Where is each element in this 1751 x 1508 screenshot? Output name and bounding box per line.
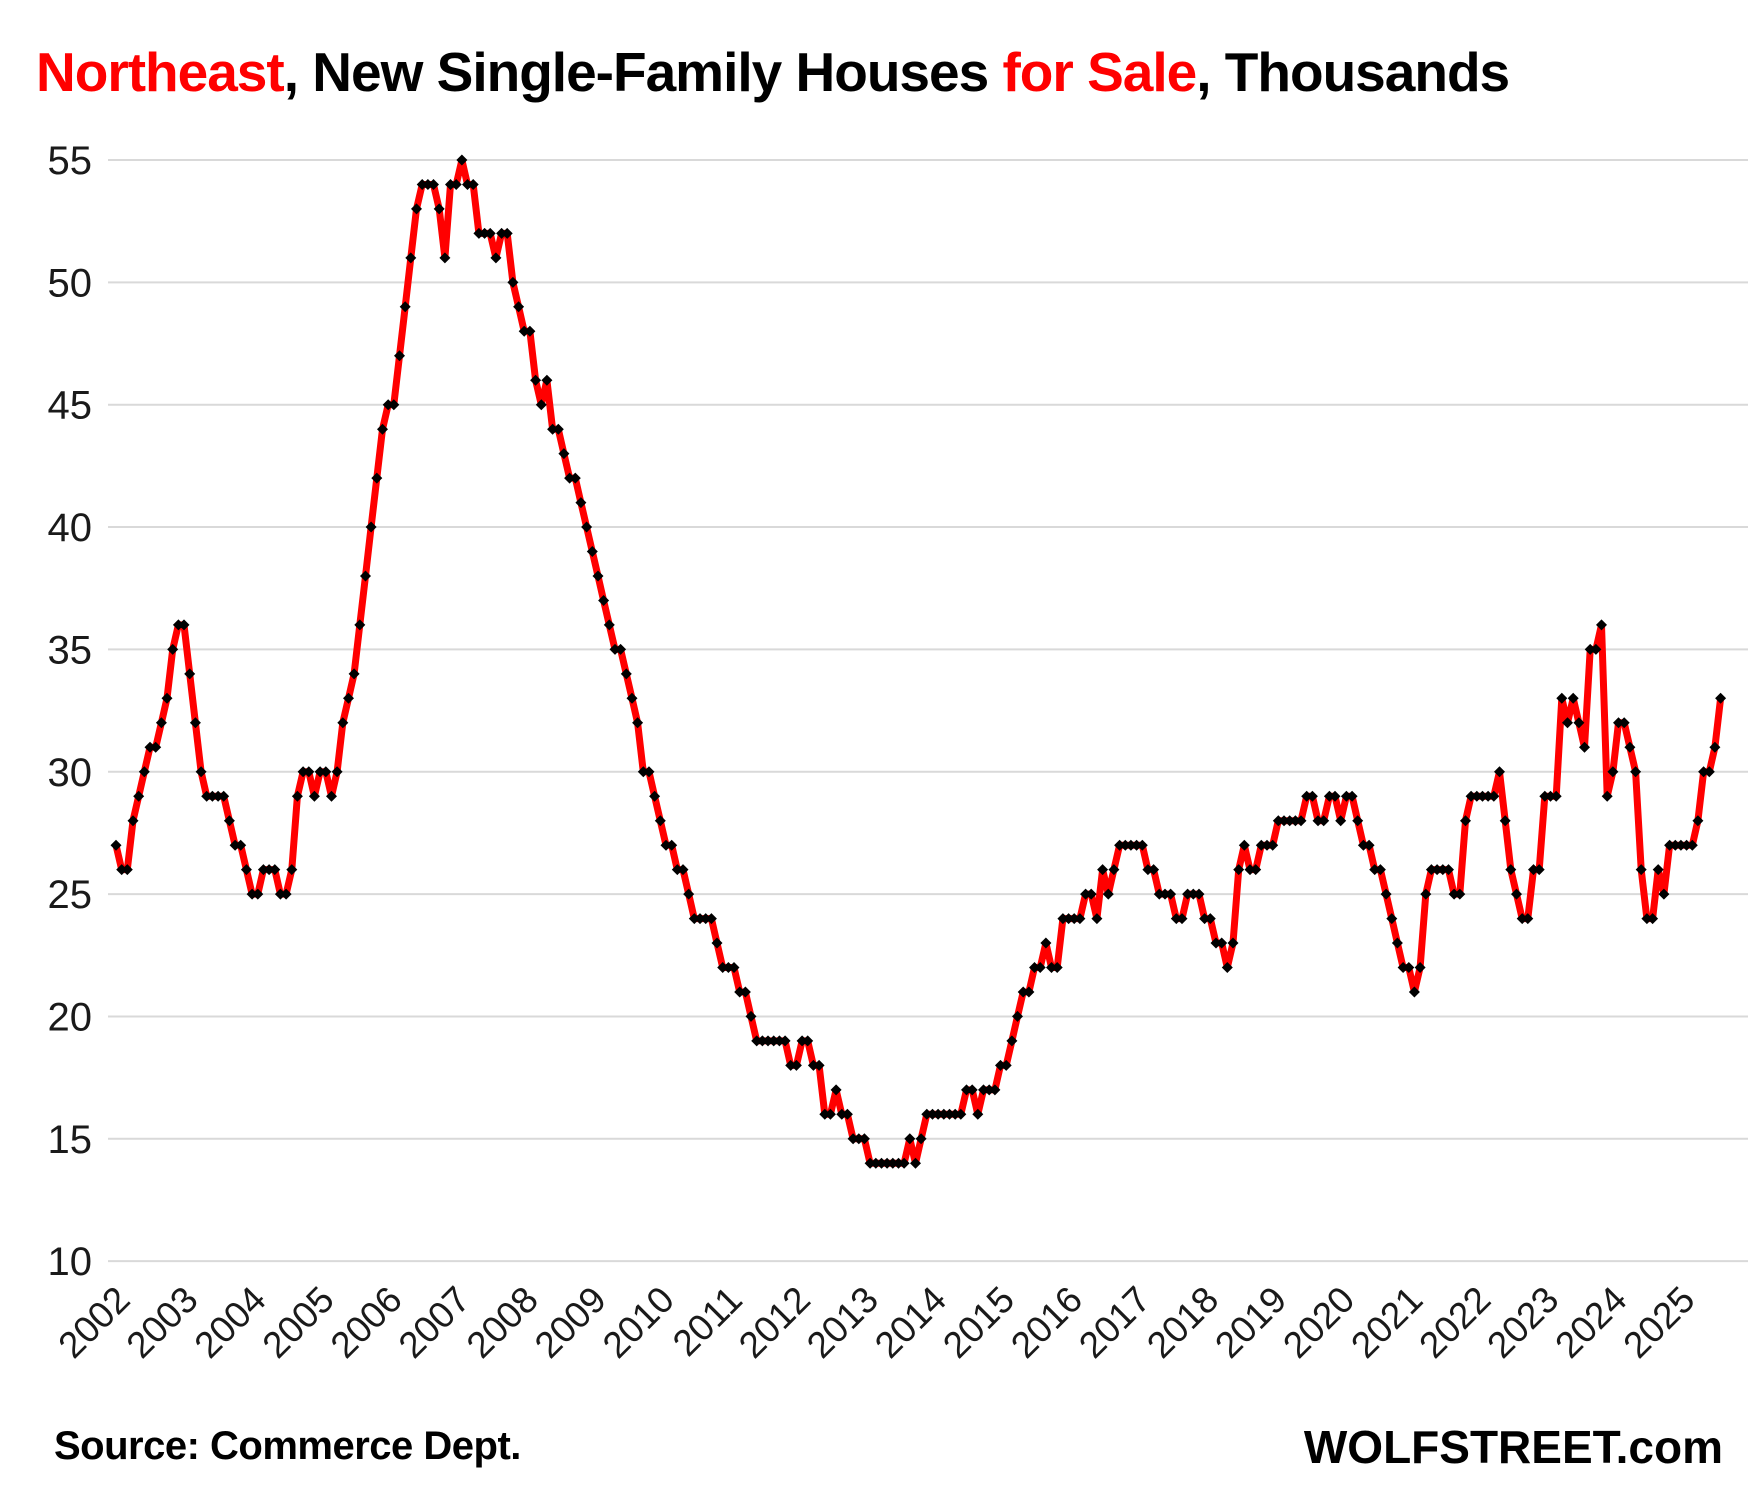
watermark: WOLFSTREET.com	[1303, 1421, 1723, 1473]
ytick-label-10: 10	[48, 1240, 93, 1284]
xtick-label-2007: 2007	[391, 1279, 478, 1366]
ytick-label-30: 30	[48, 751, 93, 795]
xtick-label-2013: 2013	[799, 1279, 886, 1366]
xtick-label-2003: 2003	[119, 1279, 206, 1366]
y-axis-labels: 10 15 20 25 30 35 40 45 50 55	[48, 139, 93, 1284]
ytick-label-15: 15	[48, 1118, 93, 1162]
xtick-label-2012: 2012	[731, 1279, 818, 1366]
ytick-label-25: 25	[48, 873, 93, 917]
x-axis-labels: 2002200320042005200620072008200920102011…	[50, 1279, 1702, 1366]
xtick-label-2005: 2005	[255, 1279, 342, 1366]
ytick-label-55: 55	[48, 139, 93, 183]
xtick-label-2025: 2025	[1615, 1279, 1702, 1366]
xtick-label-2020: 2020	[1275, 1279, 1362, 1366]
xtick-label-2008: 2008	[459, 1279, 546, 1366]
title-segment-3: , Thousands	[1196, 41, 1510, 103]
xtick-label-2022: 2022	[1411, 1279, 1498, 1366]
series-line	[112, 156, 1725, 1167]
xtick-label-2016: 2016	[1003, 1279, 1090, 1366]
title-segment-0: Northeast	[36, 41, 285, 103]
xtick-label-2009: 2009	[527, 1279, 614, 1366]
xtick-label-2015: 2015	[935, 1279, 1022, 1366]
ytick-label-20: 20	[48, 995, 93, 1039]
xtick-label-2024: 2024	[1547, 1279, 1634, 1366]
ytick-label-45: 45	[48, 384, 93, 428]
xtick-label-2011: 2011	[665, 1279, 750, 1364]
xtick-label-2014: 2014	[867, 1279, 954, 1366]
xtick-label-2010: 2010	[595, 1279, 682, 1366]
xtick-label-2004: 2004	[187, 1279, 274, 1366]
xtick-label-2023: 2023	[1479, 1279, 1566, 1366]
xtick-label-2019: 2019	[1207, 1279, 1294, 1366]
title-segment-2: for Sale	[1002, 41, 1197, 103]
xtick-label-2018: 2018	[1139, 1279, 1226, 1366]
xtick-label-2017: 2017	[1071, 1279, 1158, 1366]
y-gridlines	[108, 159, 1748, 1263]
ytick-label-50: 50	[48, 261, 93, 305]
ytick-label-40: 40	[48, 506, 93, 550]
ytick-label-35: 35	[48, 628, 93, 672]
xtick-label-2006: 2006	[323, 1279, 410, 1366]
xtick-label-2002: 2002	[50, 1279, 137, 1366]
xtick-label-2021: 2021	[1343, 1279, 1430, 1366]
title-segment-1: , New Single-Family Houses	[283, 41, 1003, 103]
page-title: Northeast, New Single-Family Houses for …	[36, 40, 1510, 104]
source-note: Source: Commerce Dept.	[54, 1424, 521, 1468]
